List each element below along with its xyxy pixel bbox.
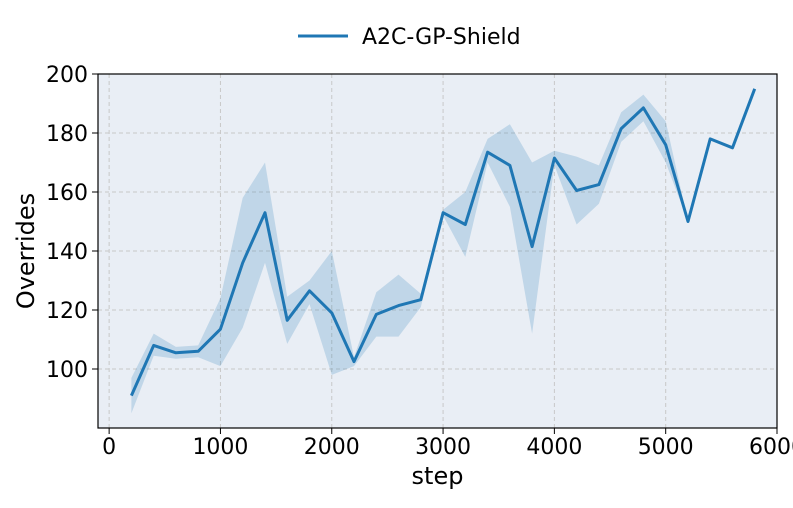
y-tick-label: 200 — [46, 63, 88, 88]
y-tick-label: 120 — [46, 299, 88, 324]
x-tick-label: 0 — [102, 435, 116, 460]
series-confidence-band — [131, 88, 755, 414]
x-tick-label: 1000 — [192, 435, 248, 460]
y-axis-ticks: 100 120 140 160 180 200 — [46, 63, 98, 383]
y-tick-label: 100 — [46, 358, 88, 383]
y-tick-label: 180 — [46, 122, 88, 147]
y-tick-label: 160 — [46, 181, 88, 206]
series-line — [130, 88, 757, 397]
y-axis-label: Overrides — [12, 193, 40, 309]
x-tick-label: 2000 — [304, 435, 360, 460]
x-axis-label: step — [412, 462, 464, 490]
legend: A2C-GP-Shield — [298, 25, 521, 50]
x-tick-label: 4000 — [526, 435, 582, 460]
y-tick-label: 140 — [46, 240, 88, 265]
x-axis-ticks: 0 1000 2000 3000 4000 5000 6000 — [102, 428, 793, 460]
x-tick-label: 5000 — [638, 435, 694, 460]
x-tick-label: 6000 — [749, 435, 793, 460]
x-tick-label: 3000 — [415, 435, 471, 460]
legend-entry: A2C-GP-Shield — [362, 25, 521, 50]
